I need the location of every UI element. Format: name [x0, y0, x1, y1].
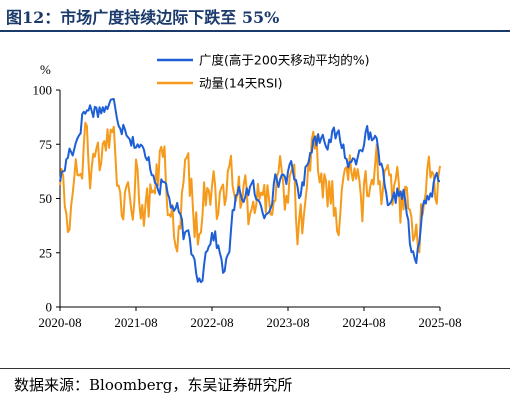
source-rule: [0, 368, 510, 369]
y-tick-label: 75: [39, 137, 52, 152]
x-tick-label: 2025-08: [418, 315, 461, 330]
legend-label: 动量(14天RSI): [199, 76, 282, 91]
series-layer: [59, 98, 441, 284]
legend: 广度(高于200天移动平均的%) 动量(14天RSI): [157, 53, 370, 91]
x-tick-label: 2021-08: [114, 315, 157, 330]
y-tick-label: 100: [33, 83, 53, 98]
y-tick-label: 25: [39, 245, 52, 260]
x-tick-label: 2020-08: [38, 315, 81, 330]
series-line: [59, 98, 440, 284]
figure-title: 图12：市场广度持续边际下跌至 55%: [6, 8, 280, 27]
x-tick-label: 2023-08: [266, 315, 309, 330]
x-tick-label: 2022-08: [190, 315, 233, 330]
legend-label: 广度(高于200天移动平均的%): [199, 53, 370, 68]
y-tick-label: 0: [46, 300, 53, 315]
figure-source: 数据来源：Bloomberg，东吴证券研究所: [14, 376, 293, 394]
title-rule: [0, 30, 510, 32]
x-tick-label: 2024-08: [342, 315, 385, 330]
axes: 0 25 50 75 100 2020-08 2021-08 2022-08 2023-08 20…: [33, 83, 462, 331]
y-unit-label: %: [40, 62, 51, 77]
y-tick-label: 50: [39, 191, 52, 206]
